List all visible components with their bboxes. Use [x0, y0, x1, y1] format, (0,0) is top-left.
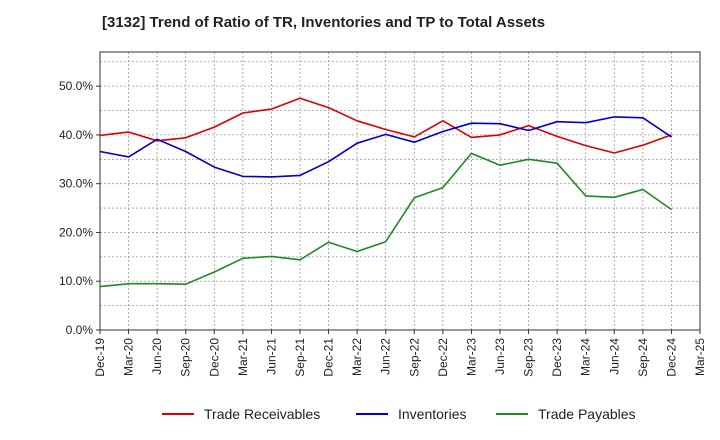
x-axis: Dec-19 Mar-20 Jun-20 Sep-20 Dec-20 Mar-21 Jun-…	[93, 330, 707, 377]
x-tick-label: Mar-23	[464, 338, 478, 376]
grid	[100, 52, 700, 330]
series-line-0	[99, 97, 672, 154]
x-tick-label: Mar-25	[693, 338, 707, 376]
chart-title: [3132] Trend of Ratio of TR, Inventories…	[102, 14, 546, 31]
legend-label: Inventories	[398, 406, 466, 422]
x-tick-label: Jun-21	[264, 338, 278, 375]
y-tick-label: 40.0%	[59, 128, 93, 142]
x-tick-label: Sep-22	[407, 338, 421, 377]
y-tick-label: 0.0%	[66, 323, 94, 337]
series-line-1	[99, 116, 672, 178]
x-tick-label: Sep-21	[293, 338, 307, 377]
y-tick-label: 10.0%	[59, 274, 93, 288]
x-tick-label: Dec-21	[322, 338, 336, 377]
y-tick-label: 50.0%	[59, 79, 93, 93]
x-tick-label: Sep-20	[179, 338, 193, 377]
y-tick-label: 20.0%	[59, 225, 93, 239]
x-tick-label: Dec-23	[550, 338, 564, 377]
x-tick-label: Mar-21	[236, 338, 250, 376]
x-tick-label: Dec-24	[664, 338, 678, 377]
legend-label: Trade Receivables	[204, 406, 320, 422]
y-tick-label: 30.0%	[59, 177, 93, 191]
plot-frame	[99, 51, 701, 331]
x-tick-label: Dec-20	[207, 338, 221, 377]
y-axis: 0.0% 10.0% 20.0% 30.0% 40.0% 50.0%	[59, 79, 100, 337]
legend: Trade Receivables Inventories Trade Payabl…	[162, 406, 636, 422]
x-tick-label: Mar-22	[350, 338, 364, 376]
x-tick-label: Jun-23	[493, 338, 507, 375]
x-tick-label: Jun-24	[607, 338, 621, 375]
x-tick-label: Jun-22	[379, 338, 393, 375]
x-tick-label: Mar-20	[122, 338, 136, 376]
legend-label: Trade Payables	[538, 406, 636, 422]
series-line-2	[99, 152, 672, 288]
x-tick-label: Mar-24	[579, 338, 593, 376]
x-tick-label: Jun-20	[150, 338, 164, 375]
x-tick-label: Sep-24	[636, 338, 650, 377]
x-tick-label: Dec-22	[436, 338, 450, 377]
x-tick-label: Sep-23	[522, 338, 536, 377]
x-tick-label: Dec-19	[93, 338, 107, 377]
series-lines	[99, 97, 672, 288]
